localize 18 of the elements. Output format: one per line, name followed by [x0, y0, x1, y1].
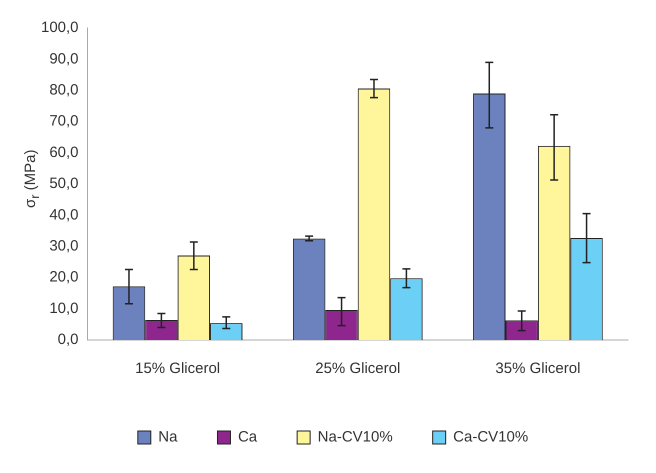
y-tick-label: 80,0	[49, 82, 79, 99]
legend-label: Ca	[238, 428, 258, 446]
y-tick-label: 70,0	[49, 112, 79, 130]
y-tick-label: 100,0	[40, 19, 79, 36]
y-tick-label: 10,0	[49, 300, 79, 317]
y-tick-label: 50,0	[49, 175, 79, 192]
x-tick-label: 35% Glicerol	[495, 360, 580, 378]
legend-label: Na-CV10%	[318, 428, 393, 446]
y-tick-label: 60,0	[49, 144, 79, 161]
x-tick-label: 15% Glicerol	[135, 360, 220, 378]
y-tick-label: 30,0	[49, 238, 79, 255]
x-tick-label: 25% Glicerol	[315, 360, 400, 378]
y-tick-label: 0,0	[58, 331, 79, 348]
legend-label: Ca-CV10%	[453, 428, 528, 446]
y-tick-label: 40,0	[49, 206, 79, 224]
y-tick-label: 90,0	[49, 50, 79, 68]
y-tick-label: 20,0	[49, 268, 79, 286]
legend-label: Na	[158, 428, 178, 446]
